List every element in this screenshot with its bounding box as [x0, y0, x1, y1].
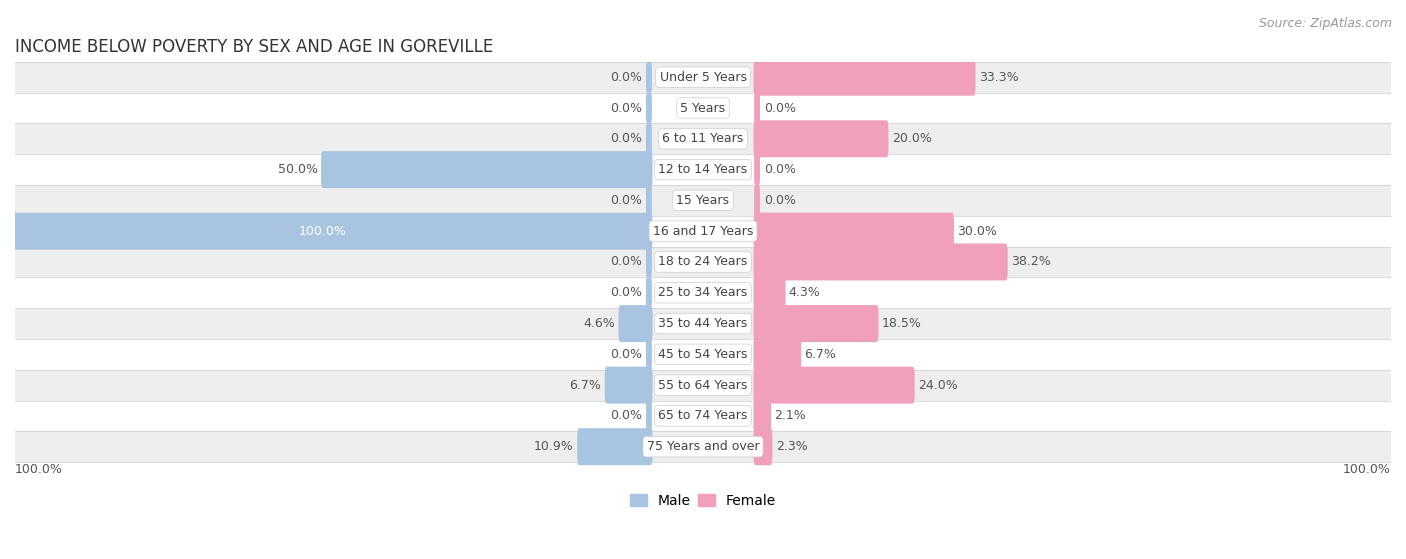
Text: 2.1%: 2.1% [775, 409, 806, 423]
Text: 5 Years: 5 Years [681, 102, 725, 115]
Text: 4.3%: 4.3% [789, 286, 821, 299]
FancyBboxPatch shape [754, 59, 976, 96]
Text: 6.7%: 6.7% [569, 378, 602, 392]
FancyBboxPatch shape [645, 277, 652, 308]
Text: 25 to 34 Years: 25 to 34 Years [658, 286, 748, 299]
FancyBboxPatch shape [754, 428, 772, 465]
FancyBboxPatch shape [645, 93, 652, 124]
Text: 30.0%: 30.0% [957, 225, 997, 238]
Text: 0.0%: 0.0% [610, 132, 643, 145]
Bar [15, 185, 1391, 216]
Text: 100.0%: 100.0% [1343, 463, 1391, 476]
FancyBboxPatch shape [645, 62, 652, 93]
FancyBboxPatch shape [754, 154, 761, 185]
FancyBboxPatch shape [619, 305, 652, 342]
FancyBboxPatch shape [645, 124, 652, 154]
FancyBboxPatch shape [754, 244, 1008, 281]
Text: 55 to 64 Years: 55 to 64 Years [658, 378, 748, 392]
Text: 50.0%: 50.0% [278, 163, 318, 176]
Text: 2.3%: 2.3% [776, 440, 807, 453]
Text: 6 to 11 Years: 6 to 11 Years [662, 132, 744, 145]
Bar [15, 62, 1391, 93]
Bar [15, 339, 1391, 369]
FancyBboxPatch shape [605, 367, 652, 404]
FancyBboxPatch shape [754, 120, 889, 157]
Text: 45 to 54 Years: 45 to 54 Years [658, 348, 748, 361]
Text: 0.0%: 0.0% [610, 71, 643, 84]
FancyBboxPatch shape [321, 151, 652, 188]
Text: 75 Years and over: 75 Years and over [647, 440, 759, 453]
FancyBboxPatch shape [645, 185, 652, 216]
Text: INCOME BELOW POVERTY BY SEX AND AGE IN GOREVILLE: INCOME BELOW POVERTY BY SEX AND AGE IN G… [15, 37, 494, 56]
FancyBboxPatch shape [754, 213, 953, 250]
Text: 0.0%: 0.0% [763, 163, 796, 176]
Bar [15, 277, 1391, 308]
FancyBboxPatch shape [754, 367, 915, 404]
Bar [15, 93, 1391, 124]
FancyBboxPatch shape [754, 336, 801, 373]
Text: 0.0%: 0.0% [610, 286, 643, 299]
Text: 0.0%: 0.0% [610, 102, 643, 115]
FancyBboxPatch shape [754, 93, 761, 124]
Text: 33.3%: 33.3% [979, 71, 1018, 84]
Text: 15 Years: 15 Years [676, 194, 730, 207]
FancyBboxPatch shape [578, 428, 652, 465]
FancyBboxPatch shape [645, 339, 652, 369]
Text: 0.0%: 0.0% [610, 348, 643, 361]
Text: 12 to 14 Years: 12 to 14 Years [658, 163, 748, 176]
FancyBboxPatch shape [0, 213, 652, 250]
FancyBboxPatch shape [754, 274, 786, 311]
Text: Under 5 Years: Under 5 Years [659, 71, 747, 84]
Text: 24.0%: 24.0% [918, 378, 957, 392]
Text: 20.0%: 20.0% [891, 132, 932, 145]
FancyBboxPatch shape [754, 185, 761, 216]
Text: 18.5%: 18.5% [882, 317, 922, 330]
Bar [15, 247, 1391, 277]
Bar [15, 124, 1391, 154]
FancyBboxPatch shape [645, 401, 652, 432]
Text: 35 to 44 Years: 35 to 44 Years [658, 317, 748, 330]
Text: 0.0%: 0.0% [610, 409, 643, 423]
Text: 38.2%: 38.2% [1011, 255, 1050, 268]
Text: 0.0%: 0.0% [763, 194, 796, 207]
Text: 100.0%: 100.0% [15, 463, 63, 476]
Text: 10.9%: 10.9% [534, 440, 574, 453]
Bar [15, 401, 1391, 432]
Legend: Male, Female: Male, Female [624, 489, 782, 514]
Text: 0.0%: 0.0% [610, 194, 643, 207]
Text: 4.6%: 4.6% [583, 317, 616, 330]
Bar [15, 432, 1391, 462]
Text: 18 to 24 Years: 18 to 24 Years [658, 255, 748, 268]
Text: 65 to 74 Years: 65 to 74 Years [658, 409, 748, 423]
Text: 6.7%: 6.7% [804, 348, 837, 361]
Text: 0.0%: 0.0% [763, 102, 796, 115]
FancyBboxPatch shape [645, 247, 652, 277]
Text: 100.0%: 100.0% [299, 225, 347, 238]
FancyBboxPatch shape [754, 397, 770, 434]
FancyBboxPatch shape [754, 305, 879, 342]
Text: 0.0%: 0.0% [610, 255, 643, 268]
Text: 16 and 17 Years: 16 and 17 Years [652, 225, 754, 238]
Bar [15, 154, 1391, 185]
Bar [15, 308, 1391, 339]
Bar [15, 216, 1391, 247]
Text: Source: ZipAtlas.com: Source: ZipAtlas.com [1258, 17, 1392, 30]
Bar [15, 369, 1391, 401]
